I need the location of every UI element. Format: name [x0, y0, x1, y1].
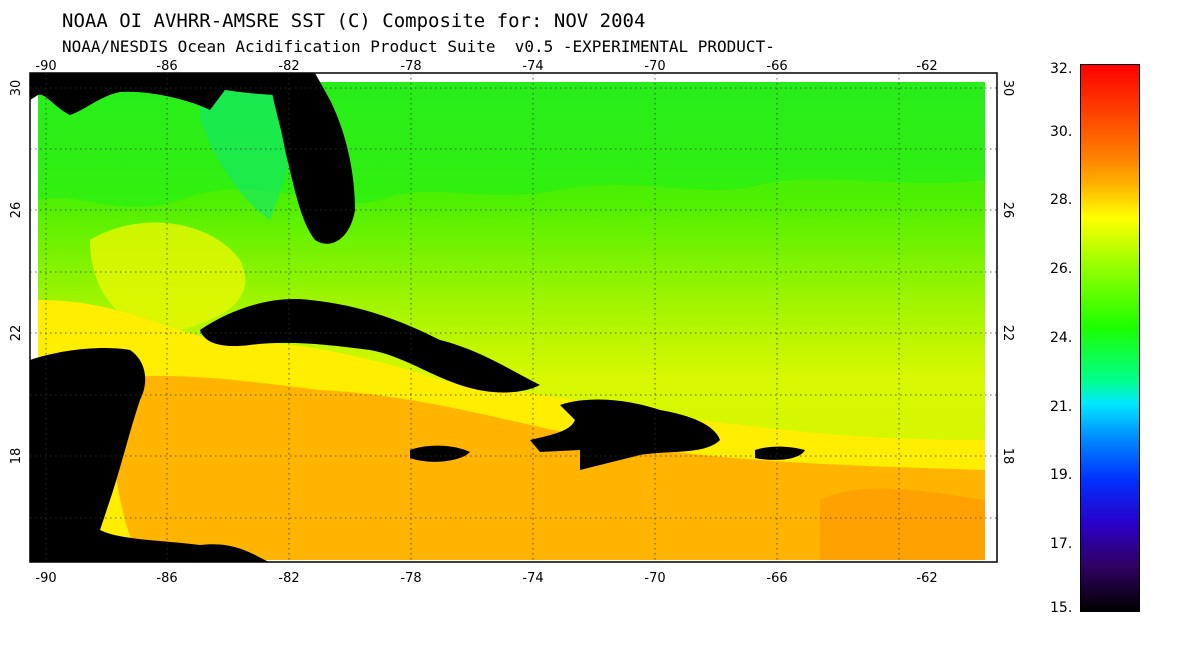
lon-label: -82: [278, 59, 299, 74]
lat-label: 22: [1000, 325, 1015, 342]
colorbar-label: 30.: [1050, 124, 1073, 140]
lon-labels-top: -90 -86 -82 -78 -74 -70 -66 -62: [35, 59, 937, 74]
lon-label: -90: [35, 59, 56, 74]
lon-label: -74: [522, 571, 543, 586]
colorbar-label: 15.: [1050, 600, 1073, 616]
yucatan: [30, 348, 270, 562]
lat-label: 30: [1000, 80, 1015, 97]
colorbar-label: 17.: [1050, 536, 1073, 552]
gulf-warm-patch: [90, 222, 246, 331]
lon-label: -74: [522, 59, 543, 74]
lon-label: -90: [35, 571, 56, 586]
jamaica: [410, 445, 470, 462]
colorbar-label: 19.: [1050, 467, 1073, 483]
colorbar: [1080, 64, 1140, 612]
lon-label: -70: [644, 59, 665, 74]
lon-label: -66: [766, 59, 787, 74]
lat-labels-right: 30 26 22 18: [1000, 80, 1015, 465]
lon-label: -66: [766, 571, 787, 586]
lat-label: 22: [9, 325, 24, 342]
warm-pocket: [820, 488, 985, 560]
land-masses: [30, 73, 805, 562]
lon-labels-bottom: -90 -86 -82 -78 -74 -70 -66 -62: [35, 571, 937, 586]
colorbar-label: 28.: [1050, 192, 1073, 208]
colorbar-label: 24.: [1050, 330, 1073, 346]
lat-label: 18: [1000, 448, 1015, 465]
lon-label: -86: [156, 571, 177, 586]
lat-label: 30: [9, 80, 24, 97]
hispaniola: [530, 399, 720, 470]
cuba: [200, 299, 540, 393]
lon-label: -82: [278, 571, 299, 586]
lon-label: -70: [644, 571, 665, 586]
gulf-cool-patch: [200, 82, 300, 220]
puerto-rico: [755, 446, 805, 460]
map-subtitle: NOAA/NESDIS Ocean Acidification Product …: [62, 37, 775, 56]
lon-label: -78: [400, 571, 421, 586]
colorbar-label: 21.: [1050, 399, 1073, 415]
colorbar-label: 32.: [1050, 61, 1073, 77]
lat-labels-left: 30 26 22 18: [9, 80, 24, 465]
colorbar-label: 26.: [1050, 261, 1073, 277]
lon-label: -78: [400, 59, 421, 74]
lon-label: -62: [916, 59, 937, 74]
lon-label: -86: [156, 59, 177, 74]
us-gulf-coast: [30, 73, 285, 115]
caribbean-orange: [110, 375, 985, 560]
lat-label: 26: [9, 202, 24, 219]
grid-lines: [30, 73, 997, 562]
lat-label: 18: [9, 448, 24, 465]
lat-label: 26: [1000, 202, 1015, 219]
lon-label: -62: [916, 571, 937, 586]
map-title: NOAA OI AVHRR-AMSRE SST (C) Composite fo…: [62, 10, 646, 32]
florida: [270, 73, 355, 244]
